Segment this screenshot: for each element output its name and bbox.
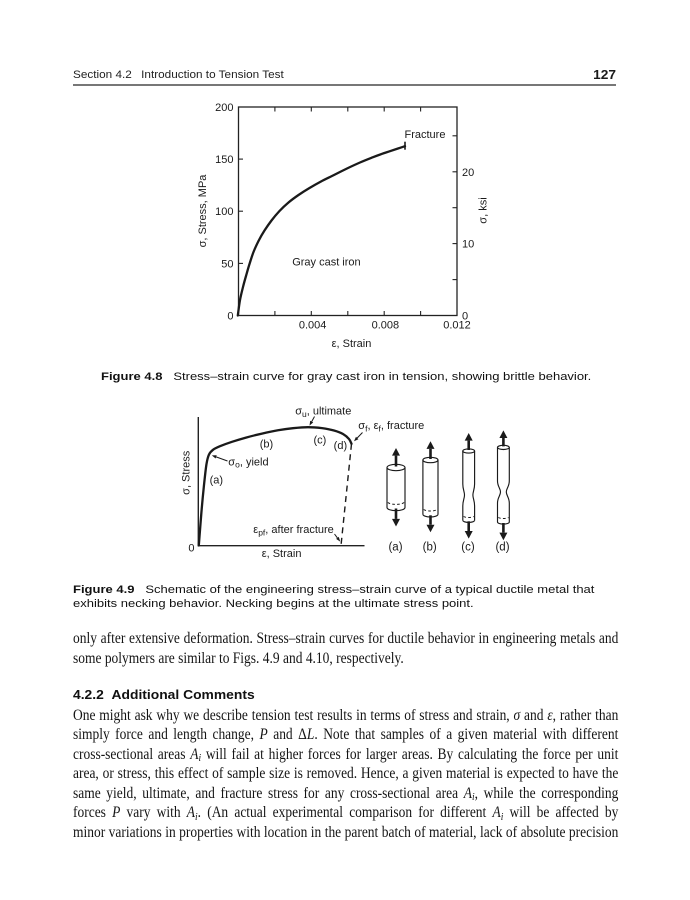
- svg-text:εpf, after fracture: εpf, after fracture: [253, 524, 333, 537]
- svg-text:(b): (b): [423, 542, 437, 554]
- svg-text:0.012: 0.012: [443, 320, 471, 332]
- svg-text:(a): (a): [210, 474, 223, 486]
- svg-text:0: 0: [462, 311, 468, 323]
- svg-text:(b): (b): [260, 439, 273, 451]
- svg-text:(c): (c): [461, 542, 475, 554]
- svg-text:σ, ksi: σ, ksi: [478, 197, 490, 223]
- svg-text:(d): (d): [334, 440, 347, 452]
- svg-text:σu, ultimate: σu, ultimate: [295, 406, 351, 419]
- svg-text:σ, Stress, MPa: σ, Stress, MPa: [197, 174, 209, 248]
- svg-text:Fracture: Fracture: [405, 129, 446, 141]
- svg-text:ε, Strain: ε, Strain: [262, 548, 302, 560]
- svg-text:(d): (d): [495, 542, 509, 554]
- svg-text:σf, εf, fracture: σf, εf, fracture: [358, 420, 424, 433]
- svg-text:σo, yield: σo, yield: [228, 456, 268, 469]
- svg-text:20: 20: [462, 167, 474, 179]
- svg-text:σ, Stress: σ, Stress: [181, 450, 193, 495]
- svg-text:0: 0: [227, 311, 233, 323]
- svg-text:10: 10: [462, 239, 474, 251]
- svg-text:50: 50: [221, 258, 233, 270]
- svg-text:150: 150: [215, 154, 233, 166]
- svg-text:200: 200: [215, 102, 233, 114]
- svg-text:100: 100: [215, 206, 233, 218]
- svg-text:(a): (a): [388, 542, 402, 554]
- svg-text:0.008: 0.008: [372, 320, 400, 332]
- svg-text:0.004: 0.004: [299, 320, 327, 332]
- svg-text:ε, Strain: ε, Strain: [332, 338, 372, 350]
- svg-text:0: 0: [188, 543, 194, 555]
- svg-text:Gray cast iron: Gray cast iron: [292, 256, 360, 268]
- svg-text:(c): (c): [313, 435, 326, 447]
